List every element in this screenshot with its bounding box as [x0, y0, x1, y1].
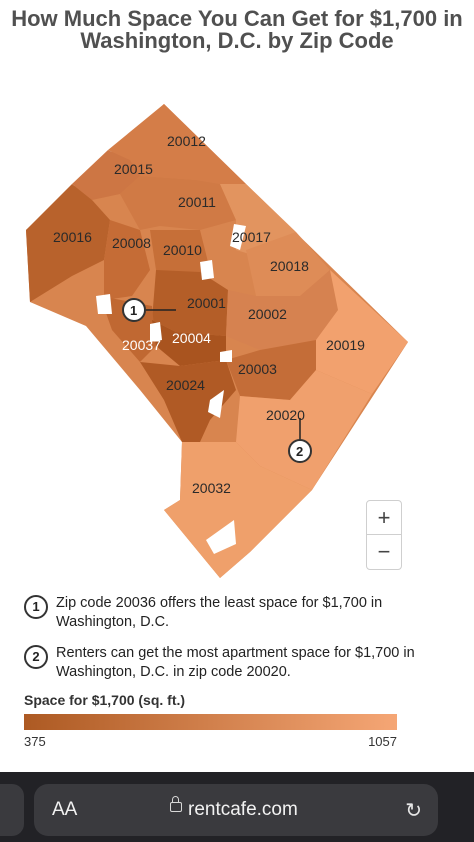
- zip-label: 20018: [270, 258, 309, 274]
- annotation-marker-2[interactable]: 2: [288, 418, 312, 463]
- river-patch: [150, 322, 162, 342]
- legend-color-bar: [24, 714, 397, 730]
- note-number: 1: [24, 595, 48, 619]
- zip-label: 20019: [326, 337, 365, 353]
- region-20012[interactable]: [108, 104, 246, 184]
- zip-label: 20024: [166, 377, 205, 393]
- region-20004[interactable]: [152, 320, 226, 366]
- region-20011[interactable]: [120, 176, 236, 230]
- zoom-in-button[interactable]: +: [367, 501, 401, 535]
- region-20020[interactable]: [236, 370, 372, 490]
- legend-max-value: 1057: [368, 734, 397, 749]
- previous-tab-edge[interactable]: [0, 784, 24, 836]
- region-20024[interactable]: [140, 360, 236, 442]
- note-text: Zip code 20036 offers the least space fo…: [56, 595, 383, 630]
- page-title: How Much Space You Can Get for $1,700 in…: [11, 6, 463, 53]
- region-20008[interactable]: [104, 220, 150, 300]
- river-patch: [230, 224, 246, 250]
- map-svg: 20012 20015 20011 20016 20008 20010 2001…: [26, 104, 408, 578]
- note-item: 2 Renters can get the most apartment spa…: [24, 644, 444, 682]
- note-text: Renters can get the most apartment space…: [56, 645, 415, 680]
- annotation-marker-1[interactable]: 1: [122, 298, 176, 322]
- zip-label: 20008: [112, 235, 151, 251]
- browser-toolbar: AA rentcafe.com ↻: [0, 772, 474, 842]
- zip-label: 20002: [248, 306, 287, 322]
- note-item: 1 Zip code 20036 offers the least space …: [24, 594, 444, 632]
- zip-label: 20010: [163, 242, 202, 258]
- region-20019[interactable]: [316, 270, 408, 394]
- svg-text:2: 2: [296, 444, 303, 459]
- zip-label: 20012: [167, 133, 206, 149]
- zip-label: 20015: [114, 161, 153, 177]
- river-patch: [96, 294, 112, 314]
- choropleth-map[interactable]: 20012 20015 20011 20016 20008 20010 2001…: [0, 100, 474, 590]
- zip-label: 20020: [266, 407, 305, 423]
- region-20001[interactable]: [152, 270, 228, 336]
- svg-text:1: 1: [130, 303, 137, 318]
- legend-title: Space for $1,700 (sq. ft.): [24, 692, 186, 708]
- text-size-button[interactable]: AA: [52, 799, 78, 820]
- river-patch: [200, 260, 214, 280]
- annotation-notes: 1 Zip code 20036 offers the least space …: [24, 594, 444, 694]
- zip-label: 20016: [53, 229, 92, 245]
- region-20018[interactable]: [246, 232, 330, 296]
- reload-icon[interactable]: ↻: [405, 800, 422, 822]
- zoom-out-button[interactable]: −: [377, 539, 391, 564]
- zip-label: 20011: [178, 194, 216, 210]
- zip-label: 20032: [192, 480, 231, 496]
- river-patch: [206, 520, 236, 554]
- zip-label: 20037: [122, 337, 161, 353]
- region-20002[interactable]: [226, 270, 338, 350]
- address-bar[interactable]: AA rentcafe.com ↻: [34, 784, 438, 836]
- river-patch: [220, 350, 232, 362]
- region-20010[interactable]: [150, 230, 210, 280]
- zip-label: 20017: [232, 229, 271, 245]
- region-20003[interactable]: [226, 340, 316, 400]
- note-number: 2: [24, 645, 48, 669]
- region-20016[interactable]: [26, 184, 110, 302]
- zip-label: 20004: [172, 330, 211, 346]
- legend-min-value: 375: [24, 734, 46, 749]
- river-patch: [208, 390, 224, 418]
- url-domain[interactable]: rentcafe.com: [188, 799, 298, 820]
- region-20015[interactable]: [72, 150, 140, 200]
- zip-label: 20001: [187, 295, 226, 311]
- zoom-control: + −: [366, 500, 402, 570]
- zip-label: 20003: [238, 361, 277, 377]
- region-20032[interactable]: [164, 442, 312, 578]
- lock-icon: [170, 796, 182, 812]
